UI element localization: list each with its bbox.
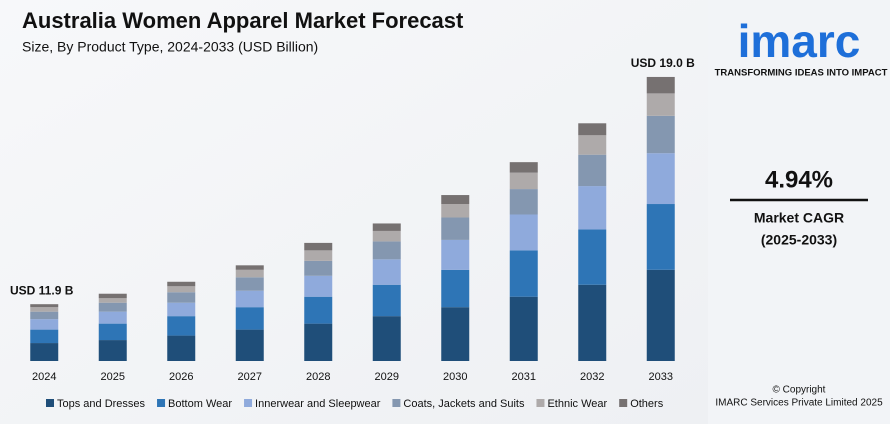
bar-segment (30, 343, 59, 361)
x-tick-label: 2027 (238, 371, 262, 383)
x-tick-label: 2024 (32, 371, 56, 383)
bar-segment (372, 284, 401, 317)
bar-segment (441, 195, 470, 205)
bar-segment (167, 335, 196, 361)
bar-segment (167, 281, 196, 287)
total-label: USD 11.9 B (10, 283, 74, 297)
copyright: © Copyright (773, 385, 826, 396)
bar-segment (441, 307, 470, 361)
x-tick-label: 2029 (375, 371, 399, 383)
bar-segment (509, 214, 538, 251)
bar-segment (30, 319, 59, 330)
legend-swatch (157, 399, 166, 407)
bar-segment (167, 316, 196, 336)
bar-segment (578, 229, 607, 285)
x-tick-label: 2026 (169, 371, 193, 383)
total-label: USD 19.0 B (631, 56, 695, 70)
bar-segment (235, 329, 264, 361)
bar-segment (167, 292, 196, 303)
bar-segment (578, 123, 607, 136)
bar-segment (304, 260, 333, 276)
bar-segment (235, 265, 264, 270)
bar-segment (304, 242, 333, 251)
bar-segment (304, 323, 333, 361)
bar-segment (304, 250, 333, 261)
bar-segment (646, 93, 675, 116)
bar-segment (646, 269, 675, 361)
legend-label: Innerwear and Sleepwear (255, 398, 381, 410)
bar-segment (578, 284, 607, 361)
company: IMARC Services Private Limited 2025 (715, 398, 883, 409)
bar-segment (372, 316, 401, 361)
x-tick-label: 2032 (580, 371, 604, 383)
chart-title: Australia Women Apparel Market Forecast (22, 8, 464, 33)
cagr-value: 4.94% (765, 166, 833, 193)
bar-segment (578, 186, 607, 230)
bar-segment (235, 307, 264, 330)
cagr-label: Market CAGR (754, 210, 844, 226)
sidebar-background (708, 0, 890, 424)
bar-segment (646, 115, 675, 154)
chart-subtitle: Size, By Product Type, 2024-2033 (USD Bi… (22, 39, 318, 55)
bar-segment (646, 76, 675, 94)
bar-segment (235, 290, 264, 308)
legend-swatch (536, 399, 545, 407)
tagline: TRANSFORMING IDEAS INTO IMPACT (715, 68, 888, 79)
bar-segment (372, 259, 401, 285)
logo: imarc (738, 15, 861, 67)
bar-segment (372, 230, 401, 242)
bar-segment (30, 304, 59, 308)
bar-segment (646, 204, 675, 270)
bar-segment (509, 172, 538, 190)
bar-segment (98, 311, 127, 324)
bar-segment (509, 189, 538, 215)
bar-segment (509, 162, 538, 173)
bar-segment (98, 302, 127, 312)
bar-segment (441, 217, 470, 240)
x-tick-label: 2031 (512, 371, 536, 383)
bar-segment (30, 311, 59, 320)
bar-segment (98, 323, 127, 341)
bar-segment (98, 298, 127, 303)
x-tick-label: 2025 (101, 371, 125, 383)
legend-label: Bottom Wear (168, 398, 232, 410)
bar-segment (304, 275, 333, 297)
legend-label: Coats, Jackets and Suits (403, 398, 525, 410)
bar-segment (646, 153, 675, 205)
x-tick-label: 2028 (306, 371, 330, 383)
bar-segment (235, 277, 264, 291)
bar-segment (304, 296, 333, 324)
legend-label: Tops and Dresses (57, 398, 146, 410)
legend-swatch (244, 399, 253, 407)
bar-segment (578, 135, 607, 155)
legend-swatch (46, 399, 54, 407)
legend-label: Ethnic Wear (547, 398, 607, 410)
bar-segment (441, 204, 470, 218)
legend-swatch (619, 399, 628, 407)
bar-segment (167, 286, 196, 293)
x-tick-label: 2030 (443, 371, 467, 383)
cagr-period: (2025-2033) (761, 232, 837, 248)
bar-segment (509, 296, 538, 361)
bar-segment (167, 302, 196, 317)
bar-segment (441, 239, 470, 270)
bar-segment (372, 223, 401, 231)
bar-segment (578, 154, 607, 187)
bar-segment (509, 250, 538, 297)
bar-segment (30, 307, 59, 312)
legend-label: Others (630, 398, 664, 410)
bar-segment (441, 269, 470, 308)
bar-segment (235, 269, 264, 278)
legend-swatch (392, 399, 401, 407)
bar-segment (98, 293, 127, 299)
bar-segment (372, 241, 401, 260)
bar-segment (30, 329, 59, 344)
x-tick-label: 2033 (649, 371, 673, 383)
bar-segment (98, 340, 127, 361)
